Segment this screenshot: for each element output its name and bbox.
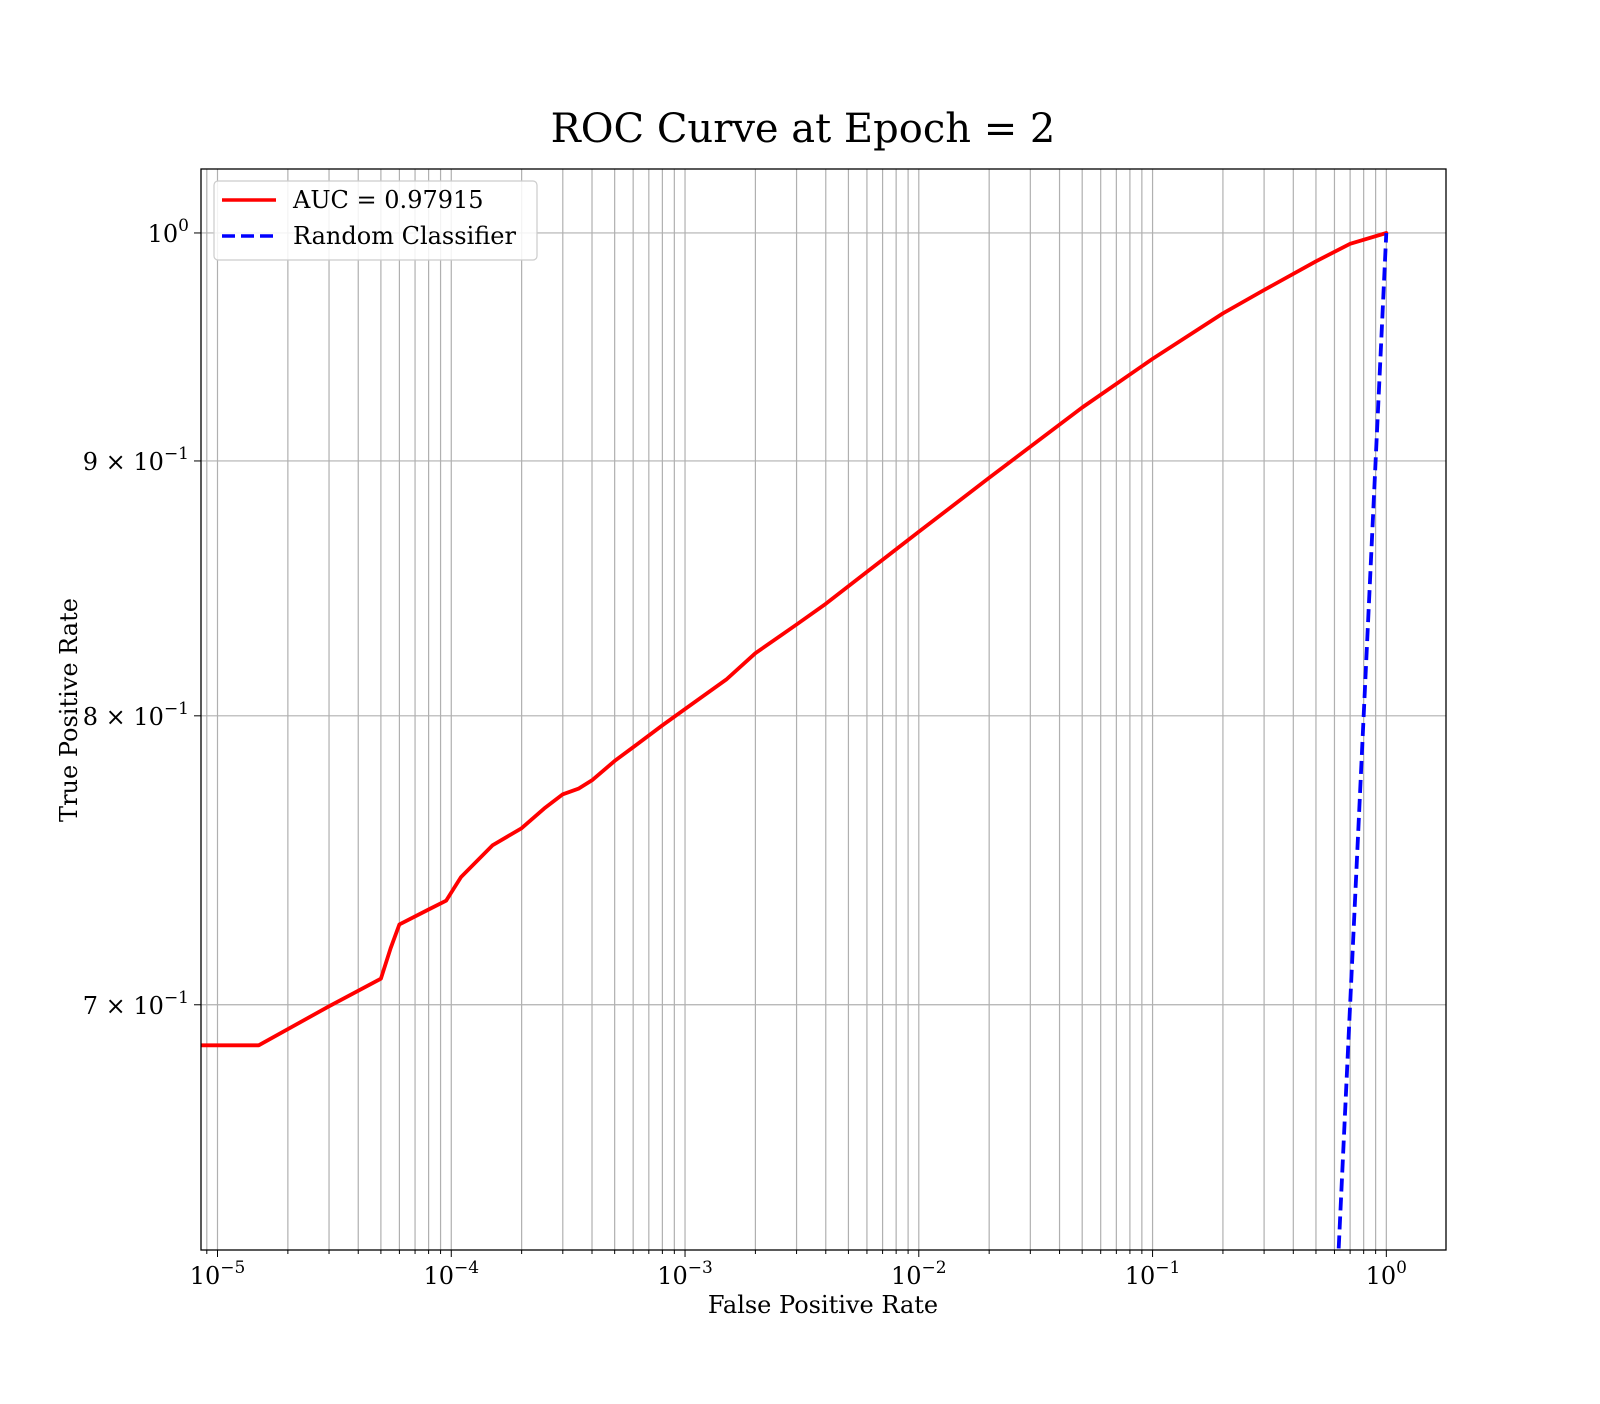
series-line-1 <box>1336 232 1389 1250</box>
y-axis-label: True Positive Rate <box>55 598 83 822</box>
y-tick-label: 8 × 10−1 <box>83 699 189 731</box>
y-tick-label: 7 × 10−1 <box>83 988 189 1020</box>
legend-label-auc: AUC = 0.97915 <box>292 186 484 214</box>
grid <box>201 169 1446 1250</box>
legend: AUC = 0.97915 Random Classifier <box>213 180 538 261</box>
series-layer <box>201 231 1389 1250</box>
x-tick-label: 10−3 <box>657 1258 713 1290</box>
y-tick-label: 100 <box>148 216 189 248</box>
chart-title: ROC Curve at Epoch = 2 <box>551 106 1056 152</box>
series-line-0 <box>201 231 1389 1048</box>
legend-label-random: Random Classifier <box>293 222 516 250</box>
x-tick-label: 10−5 <box>190 1258 246 1290</box>
x-tick-label: 10−4 <box>423 1258 479 1290</box>
y-tick-label: 9 × 10−1 <box>83 444 189 476</box>
axis-ticks: 10−5 10−4 10−3 10−2 10−1 100 100 9 × 10−1 8 × 10… <box>83 216 1407 1290</box>
x-tick-label: 10−2 <box>891 1258 947 1290</box>
x-axis-label: False Positive Rate <box>708 1291 938 1319</box>
legend-box <box>213 180 538 261</box>
x-tick-label: 100 <box>1366 1258 1407 1290</box>
plot-frame <box>200 168 1447 1251</box>
x-tick-label: 10−1 <box>1125 1258 1181 1290</box>
